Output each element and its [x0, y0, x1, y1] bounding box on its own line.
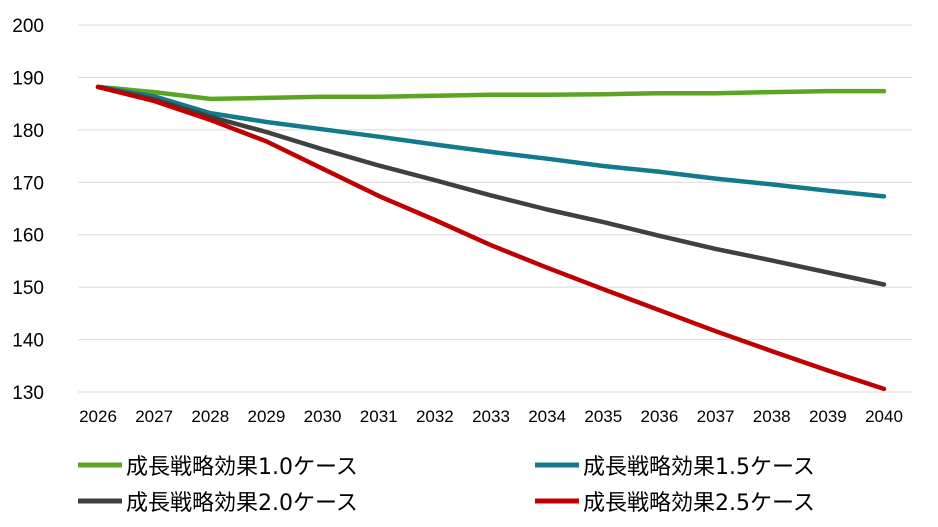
- x-tick-label: 2032: [416, 407, 454, 426]
- legend-item: 成長戦略効果2.5ケース: [535, 491, 815, 516]
- x-tick-label: 2040: [865, 407, 903, 426]
- x-tick-label: 2030: [304, 407, 342, 426]
- x-tick-label: 2037: [697, 407, 735, 426]
- x-tick-label: 2028: [191, 407, 229, 426]
- y-tick-label: 160: [12, 226, 44, 247]
- x-axis-ticks: 2026 2027 2028 2029 2030 2031 2032 2033 2034 2035…: [79, 407, 903, 426]
- y-tick-label: 150: [12, 278, 44, 299]
- legend-item: 成長戦略効果2.0ケース: [78, 491, 358, 516]
- legend-label: 成長戦略効果2.5ケース: [583, 491, 815, 516]
- y-tick-label: 130: [12, 383, 44, 404]
- y-tick-label: 200: [12, 16, 44, 37]
- y-tick-label: 190: [12, 68, 44, 89]
- x-tick-label: 2039: [809, 407, 847, 426]
- legend-item: 成長戦略効果1.5ケース: [535, 455, 815, 480]
- x-tick-label: 2033: [472, 407, 510, 426]
- grid-lines: [78, 24, 912, 393]
- series-lines: [95, 84, 887, 392]
- x-tick-label: 2029: [248, 407, 286, 426]
- series-line-2: [95, 84, 887, 199]
- y-axis-ticks: 200 190 180 170 160 150 140 130: [12, 16, 44, 404]
- x-tick-label: 2036: [641, 407, 679, 426]
- x-tick-label: 2031: [360, 407, 398, 426]
- legend-label: 成長戦略効果1.0ケース: [126, 455, 358, 480]
- legend-label: 成長戦略効果2.0ケース: [126, 491, 358, 516]
- x-tick-label: 2026: [79, 407, 117, 426]
- series-line-4: [95, 84, 887, 392]
- legend-label: 成長戦略効果1.5ケース: [583, 455, 815, 480]
- y-tick-label: 140: [12, 331, 44, 352]
- y-tick-label: 170: [12, 173, 44, 194]
- y-tick-label: 180: [12, 121, 44, 142]
- series-line-3: [95, 84, 887, 287]
- x-tick-label: 2034: [528, 407, 566, 426]
- series-line-1: [95, 84, 887, 102]
- x-tick-label: 2035: [584, 407, 622, 426]
- x-tick-label: 2038: [753, 407, 791, 426]
- x-tick-label: 2027: [135, 407, 173, 426]
- legend-item: 成長戦略効果1.0ケース: [78, 455, 358, 480]
